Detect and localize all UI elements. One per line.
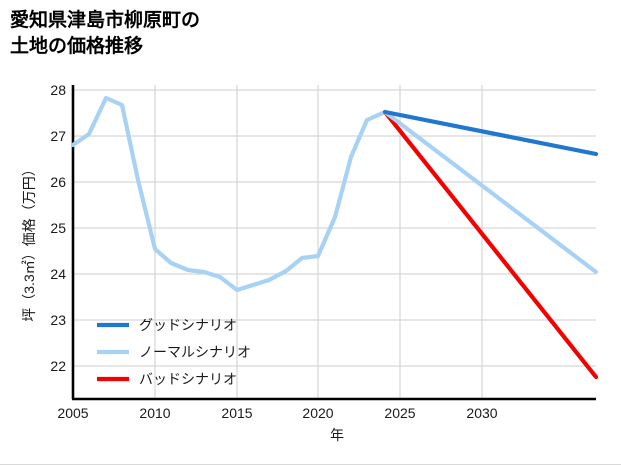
grid-vertical: [72, 85, 483, 398]
y-tick-26: 26: [50, 174, 66, 190]
series-historical: [70, 95, 388, 293]
y-tick-23: 23: [50, 312, 66, 328]
y-tick-25: 25: [50, 220, 66, 236]
y-tick-labels: 28 27 26 25 24 23 22: [50, 82, 66, 374]
legend-label-bad: バッドシナリオ: [139, 371, 237, 387]
x-tick-2010: 2010: [139, 405, 170, 421]
series-normal-scenario: [382, 109, 599, 275]
legend-label-good: グッドシナリオ: [139, 317, 237, 333]
chart-legend: グッドシナリオ ノーマルシナリオ バッドシナリオ: [97, 317, 251, 387]
y-tick-22: 22: [50, 358, 66, 374]
x-tick-2005: 2005: [57, 405, 88, 421]
y-tick-24: 24: [50, 266, 66, 282]
y-tick-27: 27: [50, 128, 66, 144]
legend-label-normal: ノーマルシナリオ: [139, 344, 251, 360]
x-tick-labels: 2005 2010 2015 2020 2025 2030: [57, 405, 497, 421]
x-tick-2030: 2030: [466, 405, 497, 421]
series-good-scenario: [382, 109, 599, 157]
x-tick-2025: 2025: [384, 405, 415, 421]
page-title: 愛知県津島市柳原町の 土地の価格推移: [10, 10, 201, 57]
legend-item-good[interactable]: グッドシナリオ: [97, 317, 237, 333]
x-tick-2020: 2020: [302, 405, 333, 421]
legend-item-bad[interactable]: バッドシナリオ: [97, 371, 237, 387]
y-tick-28: 28: [50, 82, 66, 98]
x-tick-2015: 2015: [221, 405, 252, 421]
series-bad-scenario: [382, 109, 599, 380]
x-axis-title: 年: [330, 427, 344, 443]
legend-item-normal[interactable]: ノーマルシナリオ: [97, 344, 251, 360]
y-axis-title: 坪（3.3㎡）価格（万円）: [21, 162, 37, 321]
